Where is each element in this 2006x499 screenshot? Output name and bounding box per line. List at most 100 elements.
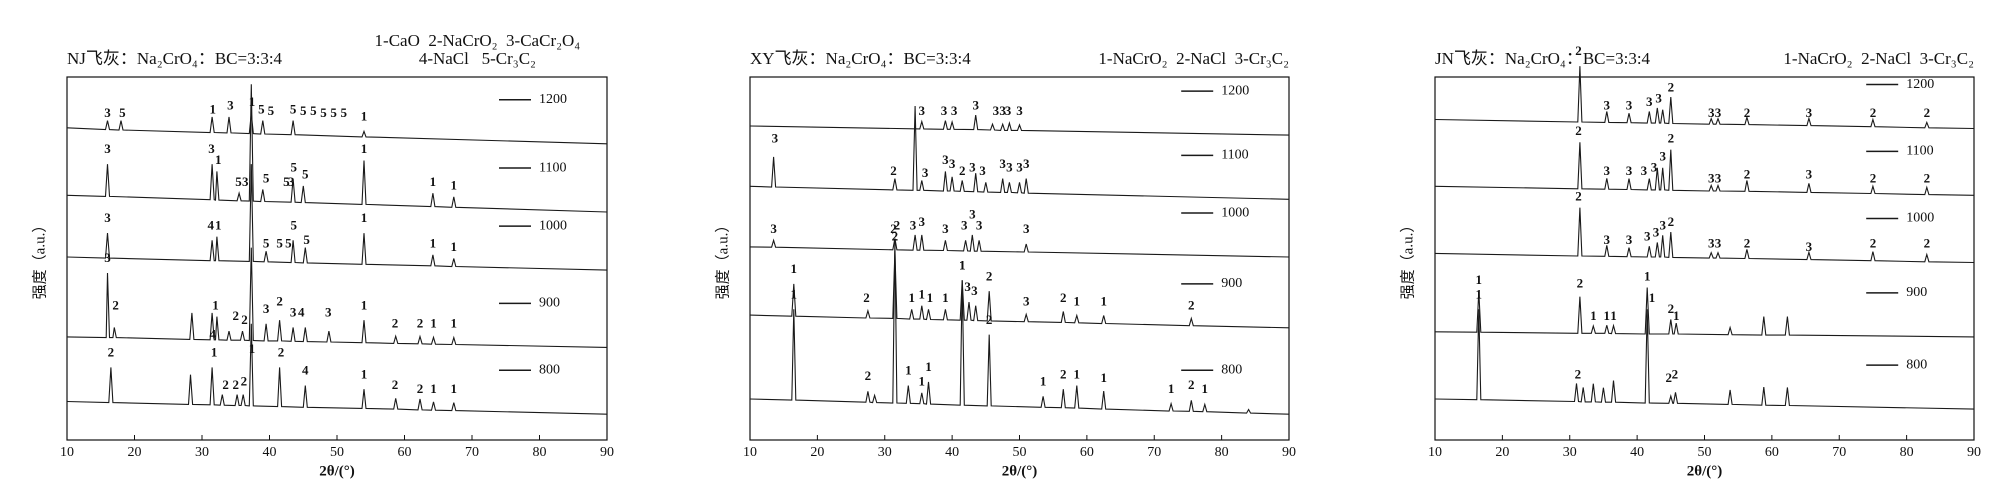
peak-label: 1 bbox=[1604, 308, 1611, 323]
peak-label: 1 bbox=[927, 290, 934, 305]
peak-label: 2 bbox=[1870, 236, 1877, 251]
plot-frame bbox=[749, 76, 1290, 441]
peak-label: 3 bbox=[1604, 163, 1611, 178]
peak-label: 1 bbox=[430, 381, 437, 396]
x-tick-label: 90 bbox=[600, 445, 614, 460]
peak-label: 1 bbox=[791, 261, 798, 276]
peak-label: 2 bbox=[1668, 130, 1675, 145]
phase-legend: 4-NaCl 5-Cr₃C₂ bbox=[419, 49, 536, 68]
peak-label: 3 bbox=[1708, 236, 1715, 251]
peak-label: 3 bbox=[961, 217, 968, 232]
peak-label: 1 bbox=[361, 366, 368, 381]
peak-label: 4 bbox=[298, 305, 305, 320]
legend-label: 1000 bbox=[1906, 211, 1934, 226]
peak-label: 3 bbox=[104, 250, 111, 265]
legend-label: 1200 bbox=[1221, 83, 1249, 98]
xrd-trace bbox=[1434, 309, 1975, 410]
x-tick-label: 50 bbox=[1013, 445, 1027, 460]
peak-label: 1 bbox=[1644, 268, 1651, 283]
peak-label: 2 bbox=[1188, 297, 1195, 312]
peak-label: 2 bbox=[1575, 123, 1582, 138]
chart-title: XY飞灰：Na₂CrO₄：BC=3:3:4 bbox=[750, 49, 971, 68]
peak-label: 1 bbox=[211, 345, 218, 360]
legend-label: 1100 bbox=[1221, 148, 1248, 163]
peak-label: 3 bbox=[1644, 228, 1651, 243]
peak-label: 3 bbox=[770, 221, 777, 236]
phase-legend: 1-NaCrO₂ 2-NaCl 3-Cr₃C₂ bbox=[1098, 49, 1289, 68]
peak-label: 2 bbox=[233, 377, 240, 392]
peak-label: 1 bbox=[212, 297, 219, 312]
legend-label: 900 bbox=[1906, 285, 1927, 300]
x-tick-label: 70 bbox=[465, 445, 479, 460]
xrd-trace bbox=[66, 113, 608, 145]
xrd-trace bbox=[749, 240, 1290, 415]
peak-label: 3 bbox=[1715, 105, 1722, 120]
peak-label: 3 bbox=[942, 221, 949, 236]
peak-label: 2 bbox=[1575, 43, 1582, 58]
xrd-trace bbox=[749, 105, 1290, 200]
peak-label: 3 bbox=[1715, 170, 1722, 185]
peak-label: 3 bbox=[1806, 105, 1813, 120]
peak-label: 2 bbox=[417, 315, 424, 330]
peak-label: 2 bbox=[1870, 105, 1877, 120]
y-axis-label: 强度（a.u.） bbox=[1399, 218, 1416, 300]
peak-label: 3 bbox=[1604, 232, 1611, 247]
peak-label: 3 bbox=[1604, 98, 1611, 113]
x-axis-label: 2θ/(°) bbox=[1687, 463, 1723, 479]
legend-label: 1000 bbox=[1221, 205, 1249, 220]
peak-label: 1 bbox=[905, 363, 912, 378]
peak-label: 2 bbox=[986, 268, 993, 283]
x-tick-label: 50 bbox=[330, 445, 344, 460]
peak-label: 1 bbox=[919, 374, 926, 389]
peak-label: 2 bbox=[894, 217, 901, 232]
peak-label: 1 bbox=[210, 101, 217, 116]
peak-label: 1 bbox=[1202, 381, 1209, 396]
peak-label: 2 bbox=[863, 290, 870, 305]
x-tick-label: 80 bbox=[1900, 445, 1914, 460]
peak-label: 2 bbox=[1575, 366, 1582, 381]
peak-label: 3 bbox=[263, 301, 270, 316]
peak-label: 3 bbox=[242, 174, 249, 189]
peak-label: 1 bbox=[215, 217, 222, 232]
legend-label: 800 bbox=[1221, 362, 1242, 377]
x-tick-label: 20 bbox=[810, 445, 824, 460]
peak-label: 3 bbox=[1005, 103, 1012, 118]
peak-label: 1 bbox=[1100, 294, 1107, 309]
peak-label: 2 bbox=[276, 294, 283, 309]
peak-label: 3 bbox=[969, 159, 976, 174]
peak-label: 3 bbox=[772, 130, 779, 145]
peak-label: 3 bbox=[976, 217, 983, 232]
peak-label: 5 bbox=[119, 105, 126, 120]
legend-label: 1200 bbox=[539, 92, 567, 107]
peak-label: 2 bbox=[1668, 80, 1675, 95]
peak-label: 3 bbox=[964, 279, 971, 294]
peak-label: 3 bbox=[1708, 105, 1715, 120]
peak-label: 2 bbox=[1924, 105, 1931, 120]
peak-label: 5 bbox=[283, 174, 290, 189]
peak-label: 3 bbox=[1806, 167, 1813, 182]
peak-label: 2 bbox=[1666, 370, 1673, 385]
peak-label: 5 bbox=[320, 105, 327, 120]
peak-label: 5 bbox=[302, 167, 309, 182]
x-tick-label: 60 bbox=[1765, 445, 1779, 460]
peak-label: 3 bbox=[910, 217, 917, 232]
peak-label: 2 bbox=[1924, 236, 1931, 251]
peak-label: 3 bbox=[227, 98, 234, 113]
peak-label: 2 bbox=[959, 163, 966, 178]
peak-label: 1 bbox=[249, 341, 256, 356]
x-tick-label: 30 bbox=[1563, 445, 1577, 460]
peak-label: 1 bbox=[908, 290, 915, 305]
peak-label: 3 bbox=[941, 103, 948, 118]
legend-label: 900 bbox=[1221, 276, 1242, 291]
peak-label: 1 bbox=[1673, 308, 1680, 323]
peak-label: 5 bbox=[290, 101, 297, 116]
peak-label: 1 bbox=[249, 94, 256, 109]
peak-label: 3 bbox=[1646, 94, 1653, 109]
phase-legend: 1-NaCrO₂ 2-NaCl 3-Cr₃C₂ bbox=[1783, 49, 1974, 68]
peak-label: 2 bbox=[1577, 276, 1584, 291]
y-axis-label: 强度（a.u.） bbox=[31, 218, 48, 300]
peak-label: 3 bbox=[325, 305, 332, 320]
legend-label: 900 bbox=[539, 296, 560, 311]
x-tick-label: 70 bbox=[1147, 445, 1161, 460]
